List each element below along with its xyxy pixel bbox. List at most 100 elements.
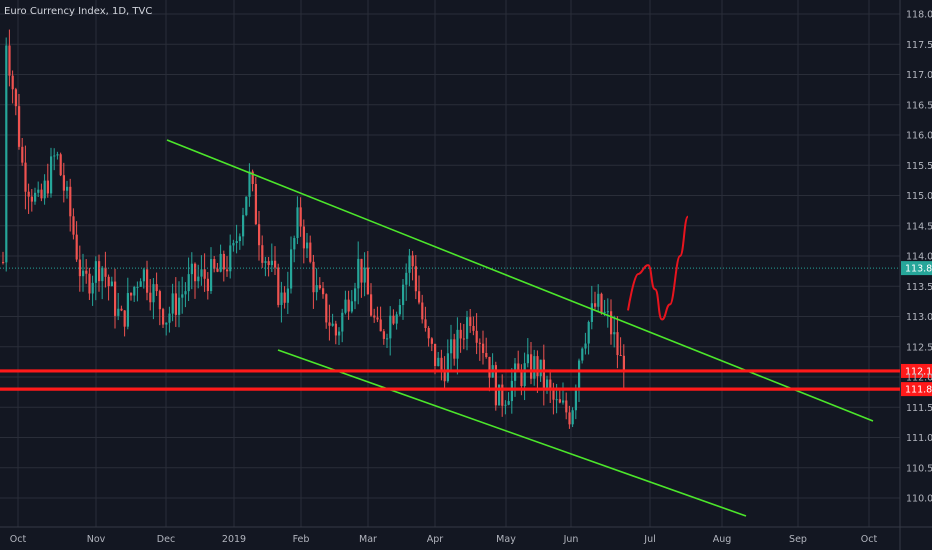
candle-body	[478, 342, 481, 344]
candle-body	[373, 315, 376, 318]
candle-body	[82, 270, 85, 277]
y-tick-label: 116.5	[906, 100, 932, 111]
candle-body	[485, 352, 488, 357]
candle-body	[309, 242, 312, 262]
candle-body	[546, 379, 549, 388]
y-tick-label: 112.0	[906, 373, 932, 384]
candle-body	[24, 162, 27, 192]
chart-header: Euro Currency Index, 1D, TVC	[4, 6, 152, 17]
candle-body	[328, 322, 331, 326]
y-tick-label: 110.0	[906, 494, 932, 505]
candle-body	[165, 322, 168, 325]
x-tick-label: Feb	[293, 534, 310, 545]
candle-body	[594, 303, 597, 307]
candle-body	[466, 317, 469, 339]
candle-body	[427, 327, 430, 339]
candle-body	[386, 338, 389, 340]
candle-body	[142, 269, 145, 282]
candle-body	[526, 354, 529, 364]
candle-body	[408, 255, 411, 273]
y-tick-label: 118.0	[906, 10, 932, 21]
candle-body	[235, 241, 238, 244]
candle-body	[136, 286, 139, 288]
candle-body	[34, 192, 37, 202]
x-tick-label: May	[496, 534, 516, 545]
x-tick-label: Nov	[87, 534, 106, 545]
candle-body	[453, 339, 456, 359]
y-tick-label: 111.0	[906, 433, 932, 444]
candle-body	[11, 75, 14, 90]
projection-curve	[627, 215, 689, 321]
candle-body	[565, 400, 568, 413]
candle-body	[69, 186, 72, 217]
candle-body	[440, 357, 443, 371]
candle-body	[168, 313, 171, 323]
candle-body	[306, 242, 309, 249]
candle-body	[542, 359, 545, 388]
candle-body	[101, 267, 104, 282]
x-tick-label: Dec	[157, 534, 175, 545]
x-tick-label: Jul	[643, 534, 655, 545]
candle-body	[254, 183, 257, 225]
candle-body	[504, 404, 507, 406]
candle-body	[462, 338, 465, 340]
candle-body	[174, 293, 177, 315]
candle-body	[619, 355, 622, 357]
y-tick-label: 111.5	[906, 403, 932, 414]
y-tick-label: 114.0	[906, 252, 932, 263]
candle-body	[424, 319, 427, 328]
y-tick-label: 113.5	[906, 282, 932, 293]
candle-body	[533, 356, 536, 379]
y-tick-label: 114.5	[906, 221, 932, 232]
candle-body	[280, 292, 283, 305]
candle-body	[510, 380, 513, 402]
candle-body	[30, 196, 33, 202]
candle-body	[472, 325, 475, 331]
candle-body	[277, 267, 280, 305]
candle-body	[430, 338, 433, 344]
candle-body	[62, 175, 65, 191]
candle-body	[229, 245, 232, 272]
candle-body	[98, 261, 101, 282]
candle-body	[232, 243, 235, 246]
candle-body	[392, 315, 395, 324]
candle-body	[354, 288, 357, 302]
candle-body	[530, 354, 533, 379]
candle-body	[178, 297, 181, 315]
candle-body	[555, 399, 558, 401]
candle-body	[459, 329, 462, 339]
candle-body	[344, 299, 347, 313]
candle-body	[184, 291, 187, 295]
candle-body	[219, 253, 222, 272]
candle-body	[21, 146, 24, 163]
candle-body	[155, 284, 158, 292]
candle-body	[613, 332, 616, 335]
candle-body	[226, 269, 229, 272]
candle-body	[91, 282, 94, 294]
level-tag-label: 111.8	[905, 385, 932, 396]
candle-body	[402, 284, 405, 306]
candle-body	[501, 384, 504, 406]
candle-body	[331, 323, 334, 326]
candle-body	[258, 224, 261, 246]
candle-body	[104, 267, 107, 277]
candle-body	[37, 189, 40, 193]
candle-body	[507, 401, 510, 405]
candle-body	[338, 331, 341, 336]
candle-body	[194, 263, 197, 282]
candle-body	[117, 308, 120, 316]
candle-body	[190, 263, 193, 275]
y-tick-label: 113.0	[906, 312, 932, 323]
x-tick-label: Mar	[359, 534, 377, 545]
candle-body	[574, 389, 577, 411]
candle-body	[264, 261, 267, 263]
trendline-upper	[166, 139, 874, 422]
candle-body	[203, 269, 206, 279]
candle-body	[603, 311, 606, 313]
x-tick-label: Sep	[789, 534, 807, 545]
candle-body	[539, 359, 542, 377]
candle-body	[552, 388, 555, 400]
candle-body	[520, 370, 523, 387]
candle-body	[171, 293, 174, 314]
